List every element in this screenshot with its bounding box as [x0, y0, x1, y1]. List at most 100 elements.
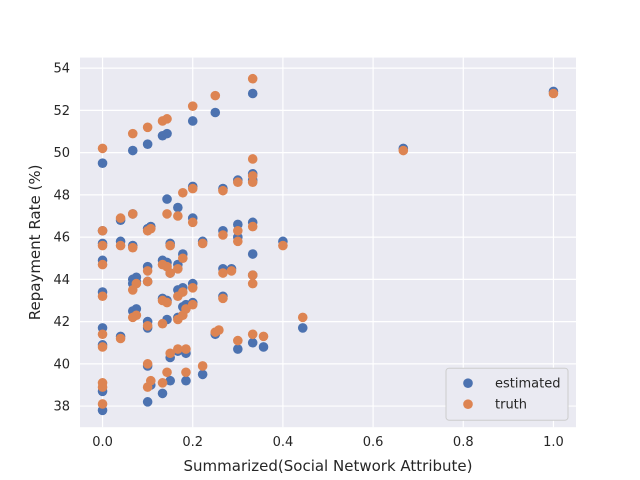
point-truth [173, 211, 183, 221]
point-truth [214, 325, 224, 335]
point-estimated [162, 128, 172, 139]
point-truth [233, 225, 243, 236]
y-axis-ticks: 38 40 42 44 46 48 50 52 54 [53, 62, 70, 415]
point-truth [173, 264, 183, 274]
point-estimated [97, 158, 108, 168]
point-truth [165, 240, 175, 251]
point-estimated [247, 249, 258, 259]
point-truth [247, 73, 258, 84]
x-tick-label: 0.6 [363, 435, 384, 450]
point-truth [157, 378, 168, 388]
point-estimated [197, 369, 208, 380]
y-axis-label: Repayment Rate (%) [26, 165, 44, 321]
point-truth [97, 342, 108, 352]
legend-box [445, 367, 569, 421]
point-estimated [162, 194, 172, 204]
point-truth [162, 367, 172, 378]
point-truth [115, 333, 126, 344]
point-truth [165, 348, 175, 359]
x-axis-label: Summarized(Social Network Attribute) [184, 457, 473, 475]
point-truth [197, 361, 208, 371]
point-truth [97, 291, 108, 302]
point-truth [131, 310, 142, 321]
legend-label-truth: truth [495, 398, 527, 413]
point-truth [247, 154, 258, 164]
x-tick-label: 0.2 [182, 435, 203, 450]
point-truth [178, 287, 188, 297]
y-tick-label: 44 [53, 273, 70, 288]
point-truth [210, 90, 221, 101]
legend: estimated truth [445, 367, 569, 421]
point-estimated [233, 344, 243, 354]
point-truth [247, 278, 258, 289]
point-truth [97, 225, 108, 236]
point-truth [218, 230, 228, 240]
point-truth [97, 259, 108, 270]
point-truth [173, 344, 183, 354]
point-truth [258, 331, 269, 342]
y-tick-label: 40 [53, 357, 70, 372]
point-truth [247, 270, 258, 280]
data-points [97, 73, 559, 416]
legend-label-estimated: estimated [495, 377, 560, 392]
point-truth [278, 240, 288, 251]
y-tick-label: 38 [53, 400, 70, 415]
y-tick-label: 52 [53, 104, 70, 119]
point-estimated [247, 337, 258, 348]
point-truth [187, 101, 198, 111]
point-truth [187, 283, 198, 293]
point-truth [187, 299, 198, 310]
point-truth [142, 122, 153, 133]
point-truth [233, 177, 243, 188]
y-tick-label: 54 [53, 62, 70, 77]
point-truth [162, 297, 172, 308]
point-truth [115, 213, 126, 223]
point-truth [233, 335, 243, 346]
point-estimated [142, 397, 153, 407]
point-estimated [297, 323, 308, 333]
point-truth [145, 375, 156, 386]
x-tick-label: 0.8 [453, 435, 474, 450]
point-truth [187, 183, 198, 194]
x-tick-label: 0.0 [92, 435, 113, 450]
point-truth [181, 367, 191, 378]
point-truth [145, 223, 156, 234]
point-truth [142, 266, 153, 276]
point-truth [398, 145, 409, 156]
point-truth [97, 399, 108, 409]
point-truth [233, 236, 243, 247]
point-truth [178, 187, 188, 198]
point-truth [218, 185, 228, 196]
point-estimated [173, 202, 183, 213]
point-truth [247, 221, 258, 232]
point-truth [297, 312, 308, 323]
point-estimated [187, 116, 198, 126]
point-truth [218, 268, 228, 278]
point-estimated [258, 342, 269, 352]
point-truth [142, 276, 153, 287]
point-truth [187, 217, 198, 228]
point-truth [115, 240, 126, 251]
point-truth [97, 378, 108, 388]
point-estimated [210, 107, 221, 118]
y-tick-label: 42 [53, 315, 70, 330]
point-truth [548, 88, 559, 99]
point-truth [178, 253, 188, 264]
point-truth [197, 238, 208, 249]
y-tick-label: 48 [53, 188, 70, 203]
point-estimated [247, 88, 258, 99]
point-truth [247, 329, 258, 340]
point-truth [247, 171, 258, 181]
point-truth [131, 278, 142, 289]
point-truth [165, 268, 175, 278]
y-tick-label: 46 [53, 231, 70, 246]
point-truth [226, 266, 237, 276]
point-truth [157, 318, 168, 329]
point-truth [142, 359, 153, 369]
point-estimated [127, 145, 138, 156]
legend-marker-estimated [463, 378, 473, 389]
legend-marker-truth [463, 399, 473, 410]
point-estimated [142, 139, 153, 149]
point-estimated [181, 375, 191, 386]
